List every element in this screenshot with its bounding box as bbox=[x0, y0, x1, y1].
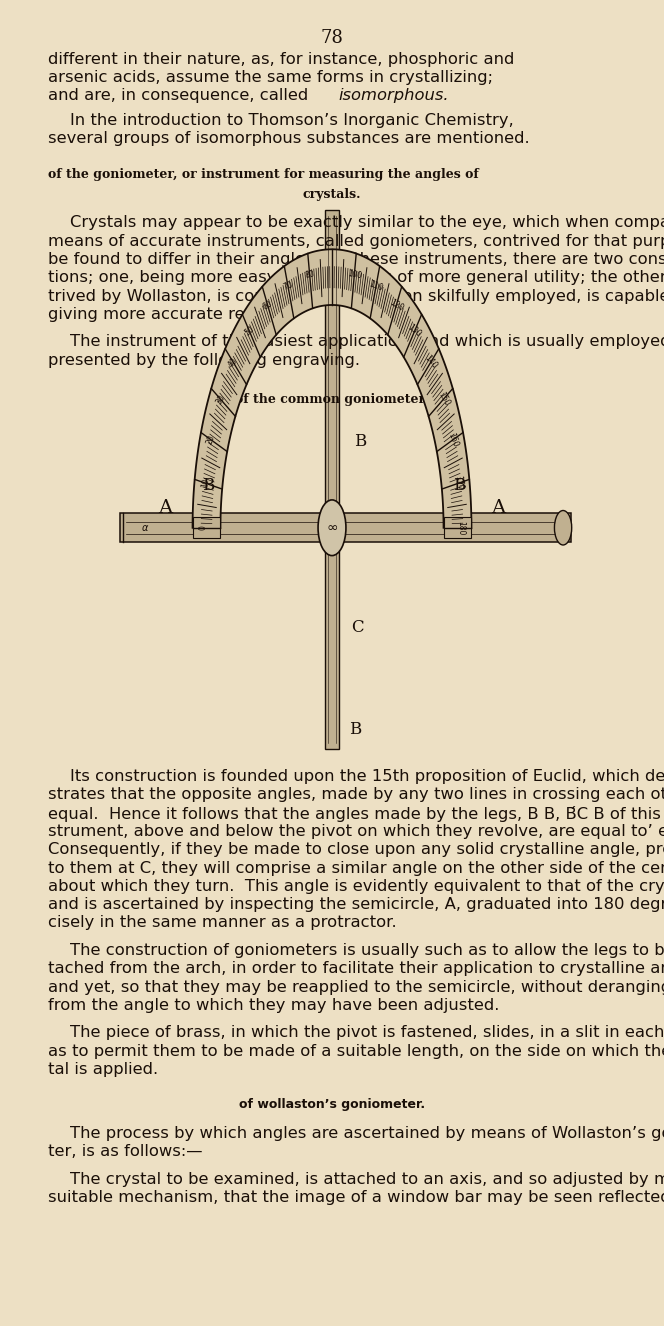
Polygon shape bbox=[120, 513, 571, 542]
Text: and yet, so that they may be reapplied to the semicircle, without deranging them: and yet, so that they may be reapplied t… bbox=[48, 980, 664, 994]
Text: The piece of brass, in which the pivot is fastened, slides, in a slit in each le: The piece of brass, in which the pivot i… bbox=[70, 1025, 664, 1041]
Text: of the goniometer, or instrument for measuring the angles of: of the goniometer, or instrument for mea… bbox=[48, 168, 479, 180]
Text: 50: 50 bbox=[242, 324, 256, 337]
Text: 0: 0 bbox=[199, 525, 208, 530]
Text: C: C bbox=[351, 619, 364, 635]
Text: about which they turn.  This angle is evidently equivalent to that of the crysta: about which they turn. This angle is evi… bbox=[48, 879, 664, 894]
Text: 110: 110 bbox=[368, 280, 384, 293]
Text: ∞: ∞ bbox=[326, 521, 338, 534]
Text: trived by Wollaston, is complicated, but when skilfully employed, is capable of: trived by Wollaston, is complicated, but… bbox=[48, 289, 664, 304]
Text: 170: 170 bbox=[453, 475, 465, 491]
Text: giving more accurate results.: giving more accurate results. bbox=[48, 308, 288, 322]
Text: equal.  Hence it follows that the angles made by the legs, B B, B́C B of this in: equal. Hence it follows that the angles … bbox=[48, 806, 664, 822]
Polygon shape bbox=[193, 517, 220, 538]
Text: A: A bbox=[491, 499, 505, 517]
Polygon shape bbox=[193, 249, 471, 528]
Text: In the introduction to Thomson’s Inorganic Chemistry,: In the introduction to Thomson’s Inorgan… bbox=[70, 113, 513, 129]
Text: be found to differ in their angles.  Of these instruments, there are two constru: be found to differ in their angles. Of t… bbox=[48, 252, 664, 267]
Text: The process by which angles are ascertained by means of Wollaston’s goniome-: The process by which angles are ascertai… bbox=[70, 1126, 664, 1140]
Text: The construction of goniometers is usually such as to allow the legs to be de-: The construction of goniometers is usual… bbox=[70, 943, 664, 957]
Text: 140: 140 bbox=[422, 354, 439, 371]
Text: 80: 80 bbox=[304, 269, 315, 280]
Text: strates that the opposite angles, made by any two lines in crossing each other, : strates that the opposite angles, made b… bbox=[48, 788, 664, 802]
Text: tached from the arch, in order to facilitate their application to crystalline an: tached from the arch, in order to facili… bbox=[48, 961, 664, 976]
Text: from the angle to which they may have been adjusted.: from the angle to which they may have be… bbox=[48, 997, 499, 1013]
Text: B: B bbox=[349, 721, 361, 737]
Text: The crystal to be examined, is attached to an axis, and so adjusted by means of: The crystal to be examined, is attached … bbox=[70, 1172, 664, 1187]
Text: Its construction is founded upon the 15th proposition of Euclid, which demon-: Its construction is founded upon the 15t… bbox=[70, 769, 664, 784]
Text: of the common goniometer.: of the common goniometer. bbox=[235, 392, 429, 406]
Text: 120: 120 bbox=[388, 297, 405, 313]
Text: 20: 20 bbox=[205, 434, 217, 446]
Text: B: B bbox=[454, 477, 465, 493]
Text: as to permit them to be made of a suitable length, on the side on which the crys: as to permit them to be made of a suitab… bbox=[48, 1044, 664, 1058]
Text: 78: 78 bbox=[321, 29, 343, 48]
Text: different in their nature, as, for instance, phosphoric and: different in their nature, as, for insta… bbox=[48, 52, 514, 66]
Text: 180: 180 bbox=[456, 521, 465, 534]
Text: several groups of isomorphous substances are mentioned.: several groups of isomorphous substances… bbox=[48, 131, 529, 146]
Polygon shape bbox=[325, 542, 339, 749]
Text: cisely in the same manner as a protractor.: cisely in the same manner as a protracto… bbox=[48, 915, 396, 931]
Text: The instrument of the easiest application, and which is usually employed, is re-: The instrument of the easiest applicatio… bbox=[70, 334, 664, 350]
Text: and is ascertained by inspecting the semicircle, A, graduated into 180 degrees p: and is ascertained by inspecting the sem… bbox=[48, 898, 664, 912]
Text: 100: 100 bbox=[347, 269, 363, 280]
Text: suitable mechanism, that the image of a window bar may be seen reflected from: suitable mechanism, that the image of a … bbox=[48, 1189, 664, 1205]
Text: 150: 150 bbox=[436, 391, 451, 407]
Text: 40: 40 bbox=[226, 355, 240, 369]
Text: 130: 130 bbox=[406, 322, 423, 339]
Polygon shape bbox=[325, 210, 339, 513]
Text: to them at C, they will comprise a similar angle on the other side of the centre: to them at C, they will comprise a simil… bbox=[48, 861, 664, 875]
Text: Crystals may appear to be exactly similar to the eye, which when compared by: Crystals may appear to be exactly simila… bbox=[70, 216, 664, 231]
Text: of wollaston’s goniometer.: of wollaston’s goniometer. bbox=[239, 1098, 425, 1111]
Polygon shape bbox=[444, 517, 471, 538]
Text: 10: 10 bbox=[200, 477, 210, 488]
Text: 60: 60 bbox=[261, 298, 274, 312]
Text: B: B bbox=[354, 434, 366, 450]
Text: tal is applied.: tal is applied. bbox=[48, 1062, 158, 1077]
Text: ter, is as follows:—: ter, is as follows:— bbox=[48, 1144, 203, 1159]
Circle shape bbox=[554, 511, 572, 545]
Text: Consequently, if they be made to close upon any solid crystalline angle, present: Consequently, if they be made to close u… bbox=[48, 842, 664, 858]
Text: means of accurate instruments, called goniometers, contrived for that purpose, w: means of accurate instruments, called go… bbox=[48, 233, 664, 249]
Text: 160: 160 bbox=[446, 431, 459, 448]
Text: and are, in consequence, called: and are, in consequence, called bbox=[48, 89, 313, 103]
Text: arsenic acids, assume the same forms in crystallizing;: arsenic acids, assume the same forms in … bbox=[48, 70, 493, 85]
Text: presented by the following engraving.: presented by the following engraving. bbox=[48, 353, 360, 367]
Text: tions; one, being more easy to be used, is of more general utility; the other, c: tions; one, being more easy to be used, … bbox=[48, 271, 664, 285]
Text: isomorphous.: isomorphous. bbox=[339, 89, 450, 103]
Text: strument, above and below the pivot on which they revolve, are equal to’ each ot: strument, above and below the pivot on w… bbox=[48, 823, 664, 839]
Text: crystals.: crystals. bbox=[303, 188, 361, 202]
Text: A: A bbox=[159, 499, 173, 517]
Text: 70: 70 bbox=[282, 280, 294, 292]
Circle shape bbox=[318, 500, 346, 556]
Text: 30: 30 bbox=[214, 392, 227, 406]
Text: B: B bbox=[202, 477, 214, 493]
Text: α: α bbox=[141, 522, 148, 533]
